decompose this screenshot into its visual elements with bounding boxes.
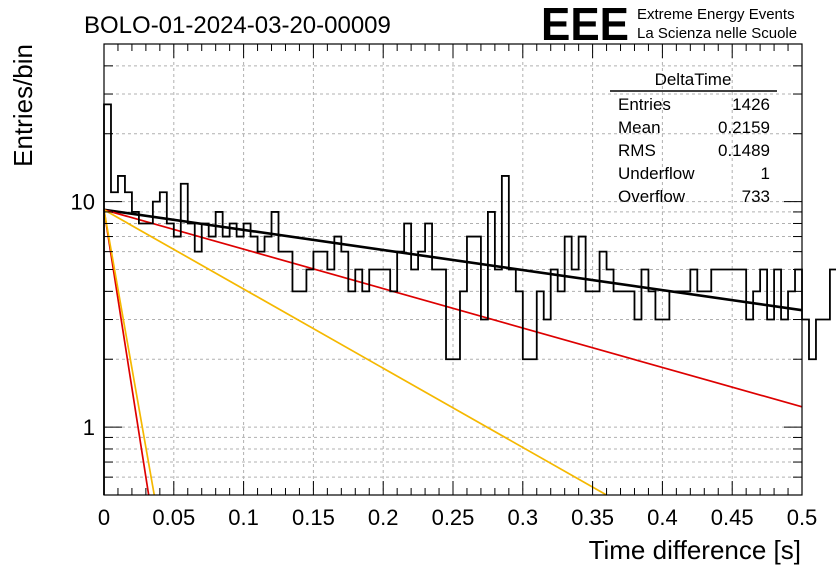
x-tick-label: 0.35 [571,505,614,530]
stats-row-value: 1 [761,164,770,183]
fit-line [103,208,803,408]
stats-row-label: Overflow [618,187,686,206]
stats-row-label: Underflow [618,164,695,183]
x-tick-label: 0.2 [368,505,399,530]
fit-line [103,209,607,496]
fit-line [103,209,150,496]
stats-row-label: Mean [618,118,661,137]
stats-title: DeltaTime [655,70,732,89]
stats-row-value: 733 [742,187,770,206]
x-tick-label: 0 [98,505,110,530]
stats-row-label: RMS [618,141,656,160]
stats-row-value: 1426 [732,95,770,114]
y-tick-label: 10 [71,190,95,215]
eee-logo-line2: La Scienza nelle Scuole [637,25,797,42]
y-axis-ticks: 1 10 [71,65,802,478]
eee-logo-mark: EEE [541,0,629,50]
x-tick-label: 0.15 [292,505,335,530]
histogram-outline [103,103,836,495]
x-tick-label: 0.45 [711,505,754,530]
fit-line [103,209,156,496]
eee-logo: EEE Extreme Energy Events La Scienza nel… [541,0,797,50]
x-tick-label: 0.1 [228,505,259,530]
eee-logo-line1: Extreme Energy Events [637,6,795,23]
x-tick-label: 0.3 [508,505,539,530]
chart-title: BOLO-01-2024-03-20-00009 [84,12,391,39]
stats-box: DeltaTime Entries 1426 Mean 0.2159 RMS 0.1489… [610,70,777,206]
x-tick-label: 0.4 [647,505,678,530]
y-axis-label: Entries/bin [8,44,38,167]
x-tick-label: 0.5 [787,505,818,530]
x-tick-label: 0.25 [432,505,475,530]
y-tick-label: 1 [83,415,95,440]
x-axis-ticks: 0 0.05 0.1 0.15 0.2 0.25 0.3 0.35 0.4 0.45 0.5 [98,44,817,530]
fit-lines [103,208,803,496]
stats-row-value: 0.1489 [718,141,770,160]
x-tick-label: 0.05 [152,505,195,530]
stats-rows: Entries 1426 Mean 0.2159 RMS 0.1489 Underflow 1… [618,95,770,206]
fit-line [103,208,803,312]
stats-row-value: 0.2159 [718,118,770,137]
x-axis-label: Time difference [s] [589,535,801,565]
stats-row-label: Entries [618,95,671,114]
histogram [103,103,836,495]
